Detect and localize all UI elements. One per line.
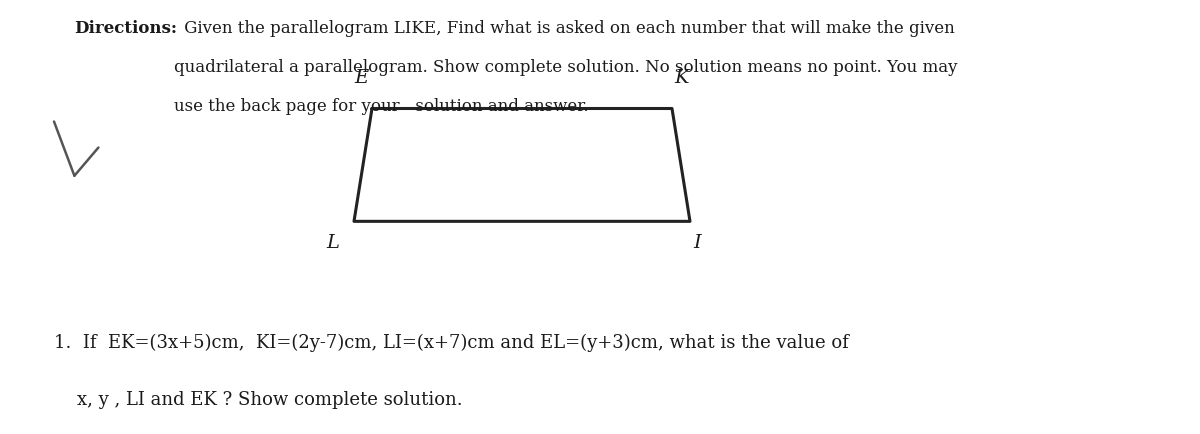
Text: 1.  If  EK=(3x+5)cm,  KI=(2y-7)cm, LI=(x+7)cm and EL=(y+3)cm, what is the value : 1. If EK=(3x+5)cm, KI=(2y-7)cm, LI=(x+7)… (54, 334, 848, 352)
Text: Directions:: Directions: (74, 20, 178, 36)
Text: use the back page for your   solution and answer.: use the back page for your solution and … (174, 98, 589, 115)
Text: Given the parallelogram LIKE, Find what is asked on each number that will make t: Given the parallelogram LIKE, Find what … (179, 20, 954, 36)
Text: I: I (694, 234, 701, 252)
Text: L: L (326, 234, 340, 252)
Text: E: E (354, 69, 368, 87)
Text: K: K (674, 69, 689, 87)
Text: quadrilateral a parallelogram. Show complete solution. No solution means no poin: quadrilateral a parallelogram. Show comp… (174, 59, 958, 76)
Text: x, y , LI and EK ? Show complete solution.: x, y , LI and EK ? Show complete solutio… (54, 391, 463, 408)
